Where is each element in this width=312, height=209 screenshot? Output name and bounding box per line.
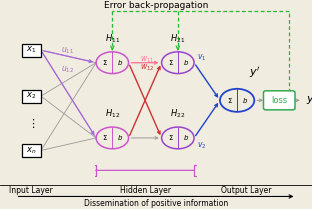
Text: $v_2$: $v_2$ (197, 140, 207, 150)
Text: Error back-propagation: Error back-propagation (104, 1, 208, 10)
Text: $\vdots$: $\vdots$ (27, 117, 35, 130)
Text: $H_{11}$: $H_{11}$ (105, 32, 120, 45)
Text: $H_{12}$: $H_{12}$ (105, 107, 120, 120)
Text: $\Sigma$: $\Sigma$ (168, 133, 174, 143)
Text: Input Layer: Input Layer (9, 186, 53, 195)
Text: Output Layer: Output Layer (221, 186, 272, 195)
Text: $b$: $b$ (183, 133, 189, 143)
Text: $x_1$: $x_1$ (26, 45, 37, 55)
Text: $w_{11}$: $w_{11}$ (140, 54, 154, 65)
FancyBboxPatch shape (264, 91, 295, 110)
FancyBboxPatch shape (22, 44, 41, 57)
Text: $x_2$: $x_2$ (26, 91, 37, 101)
Text: Dissemination of positive information: Dissemination of positive information (84, 199, 228, 208)
Text: $b$: $b$ (183, 58, 189, 67)
Text: $b$: $b$ (117, 133, 123, 143)
Text: $y'$: $y'$ (249, 65, 260, 80)
Text: $H_{21}$: $H_{21}$ (170, 32, 185, 45)
Text: Hidden Layer: Hidden Layer (119, 186, 171, 195)
Text: $\Sigma$: $\Sigma$ (102, 133, 109, 143)
Text: $u_{12}$: $u_{12}$ (61, 65, 74, 75)
Text: $\Sigma$: $\Sigma$ (227, 96, 233, 105)
Text: $x_n$: $x_n$ (26, 145, 37, 156)
Text: $H_{22}$: $H_{22}$ (170, 107, 185, 120)
Text: $y$: $y$ (306, 94, 312, 106)
Text: $b$: $b$ (242, 96, 248, 105)
Text: $w_{12}$: $w_{12}$ (140, 63, 154, 73)
Text: $v_1$: $v_1$ (197, 52, 207, 63)
Text: loss: loss (271, 96, 287, 105)
Text: $\Sigma$: $\Sigma$ (168, 58, 174, 67)
FancyBboxPatch shape (22, 144, 41, 157)
Text: $u_{11}$: $u_{11}$ (61, 46, 74, 56)
Text: $\Sigma$: $\Sigma$ (102, 58, 109, 67)
Text: $b$: $b$ (117, 58, 123, 67)
FancyBboxPatch shape (22, 90, 41, 103)
